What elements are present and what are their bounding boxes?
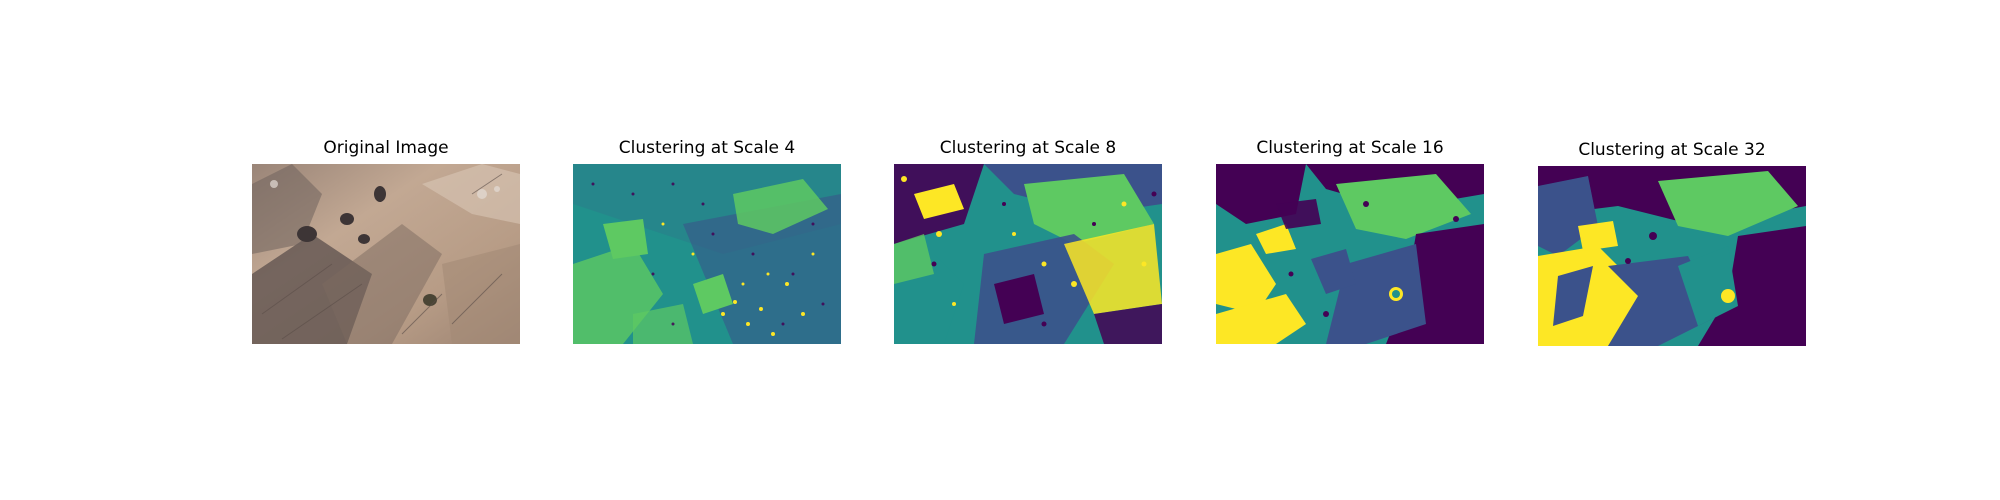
cluster-map-scale-4 [573, 164, 841, 344]
cluster-map-scale-8 [894, 164, 1162, 344]
cluster-map-scale-32 [1538, 166, 1806, 346]
panel-clustering-scale-16: Clustering at Scale 16 [1216, 0, 1484, 500]
panel-title: Original Image [323, 138, 449, 158]
panel-title: Clustering at Scale 4 [618, 138, 796, 158]
cluster-map-scale-16 [1216, 164, 1484, 344]
panel-clustering-scale-8: Clustering at Scale 8 [894, 0, 1162, 500]
panel-title: Clustering at Scale 8 [939, 138, 1117, 158]
panel-title: Clustering at Scale 32 [1578, 140, 1766, 160]
panel-title: Clustering at Scale 16 [1256, 138, 1444, 158]
panel-clustering-scale-4: Clustering at Scale 4 [573, 0, 841, 500]
panel-original-image: Original Image [252, 0, 520, 500]
panel-clustering-scale-32: Clustering at Scale 32 [1538, 0, 1806, 500]
original-image [252, 164, 520, 344]
